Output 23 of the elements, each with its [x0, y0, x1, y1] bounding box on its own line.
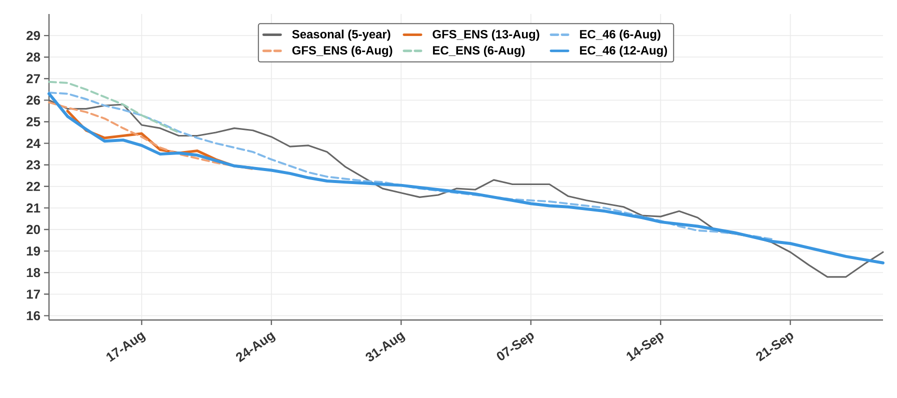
legend-label: EC_46 (6-Aug) [580, 30, 660, 41]
line-series [48, 101, 254, 170]
y-tick-label: 28 [26, 52, 40, 62]
line-series [48, 80, 180, 134]
y-tick-label: 20 [26, 224, 40, 234]
legend-label: EC_ENS (6-Aug) [433, 46, 525, 57]
y-tick-label: 25 [26, 117, 40, 126]
legend-label: GFS_ENS (13-Aug) [432, 30, 540, 41]
y-tick-label: 27 [26, 74, 40, 84]
y-tick-label: 21 [26, 203, 40, 212]
legend-label: Seasonal (5-year) [292, 30, 390, 41]
y-tick-label: 26 [26, 96, 40, 105]
y-tick-label: 17 [26, 290, 40, 299]
y-tick-label: 16 [26, 311, 40, 320]
y-tick-label: 29 [26, 30, 40, 40]
y-tick-label: 22 [26, 182, 40, 191]
y-tick-label: 18 [26, 268, 40, 278]
y-tick-label: 23 [26, 160, 40, 170]
line-series [48, 92, 773, 240]
legend-label: GFS_ENS (6-Aug) [292, 46, 392, 57]
legend-label: EC_46 (12-Aug) [580, 46, 668, 57]
y-tick-label: 19 [26, 246, 40, 256]
y-tick-label: 24 [26, 138, 40, 148]
